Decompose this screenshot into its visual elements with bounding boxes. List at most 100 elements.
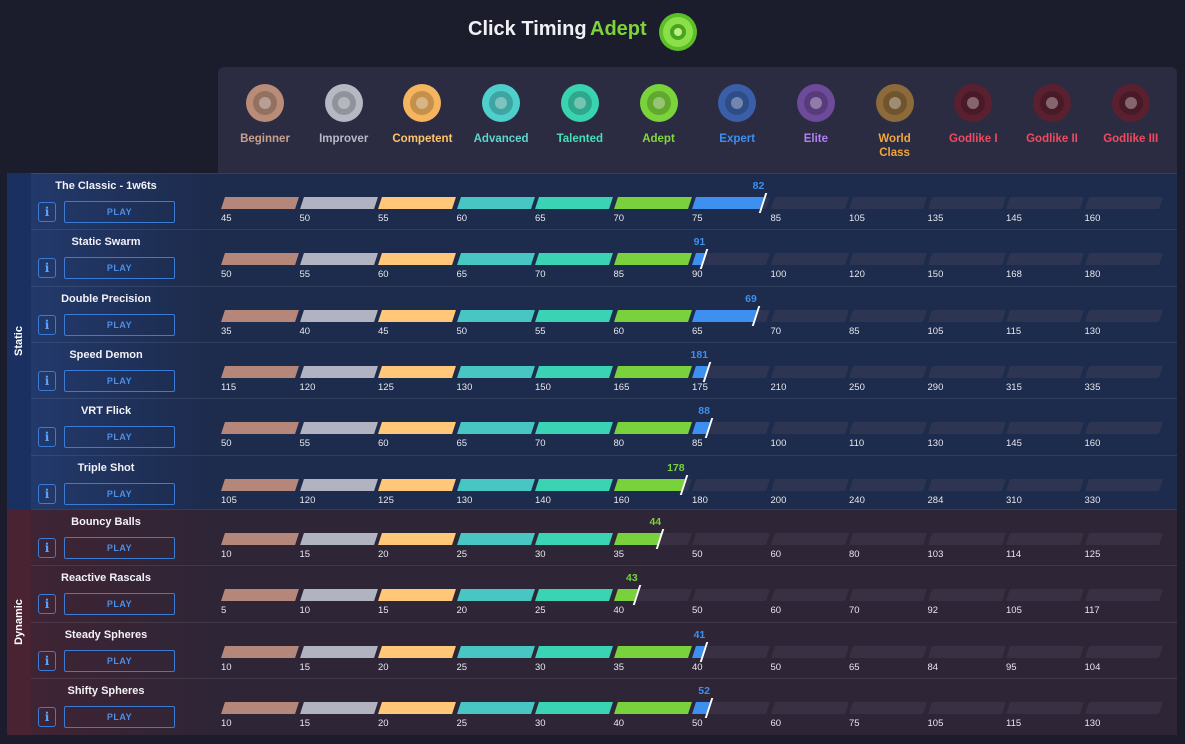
progress-track: 82 45 50 55 60 65 70 75 85 105 135 145 160 [221,180,1163,224]
threshold-label: 55 [299,269,311,281]
info-icon[interactable]: i [38,706,56,727]
progress-fill [613,533,662,545]
progress-fill [535,589,613,602]
progress-fill [299,478,378,491]
track-segment [927,645,1006,658]
threshold-label: 130 [456,381,473,393]
play-button[interactable]: PLAY [64,705,175,728]
info-icon[interactable]: i [38,258,56,279]
progress-track: 181 115 120 125 130 150 165 175 210 250 290 315 335 [221,349,1163,393]
track-segment [1084,645,1163,658]
info-icon[interactable]: i [38,202,56,222]
scenario-row: Steady Spheres i PLAY 41 10 15 20 25 30 35 40 50 65 8… [31,621,1177,678]
threshold-label: 40 [692,661,703,673]
progress-fill [299,701,378,714]
track-segment [849,701,927,714]
threshold-label: 25 [456,661,468,673]
progress-fill [378,197,456,209]
score-value: 178 [667,461,685,474]
scenario-row: Speed Demon i PLAY 181 115 120 125 130 150 165 175… [31,341,1177,398]
score-value: 41 [693,628,706,641]
adept-gem-icon [639,84,678,122]
info-icon[interactable]: i [38,650,56,671]
threshold-label: 70 [613,213,625,224]
track-segment [1084,589,1163,602]
threshold-label: 168 [1006,269,1022,281]
play-button[interactable]: PLAY [64,593,175,616]
track-segment [1006,309,1084,322]
track-segment [849,645,927,658]
progress-track: 44 10 15 20 25 30 35 50 60 80 103 114 125 [221,516,1163,560]
scenario-name: Triple Shot [77,461,135,474]
play-button[interactable]: PLAY [64,649,175,672]
rank-label: Competent [392,133,453,145]
rank-label: Expert [719,133,756,145]
scenario-row: Bouncy Balls i PLAY 44 10 15 20 25 30 35 50 60 80 103… [31,509,1177,565]
info-icon[interactable]: i [38,427,56,448]
threshold-label: 50 [692,605,703,617]
threshold-label: 105 [849,213,865,224]
play-button[interactable]: PLAY [64,201,175,223]
threshold-label: 15 [299,549,311,560]
info-icon[interactable]: i [38,314,56,335]
track-segment [927,701,1006,714]
threshold-label: 25 [456,549,468,560]
scenario-name: Shifty Spheres [67,684,145,697]
track-segment [927,478,1006,491]
score-value: 181 [690,348,709,361]
threshold-label: 70 [770,325,782,337]
info-icon[interactable]: i [38,538,56,558]
threshold-label: 103 [927,549,944,560]
progress-fill [299,365,378,378]
progress-fill [456,533,535,545]
play-button[interactable]: PLAY [64,482,175,505]
score-value: 52 [698,684,710,697]
threshold-label: 75 [849,717,860,729]
threshold-label: 20 [456,605,468,617]
play-button[interactable]: PLAY [64,426,175,449]
progress-fill [613,478,685,491]
track-segment [849,253,927,266]
rank-column: Adept [618,67,696,175]
progress-fill [613,701,692,714]
threshold-label: 85 [613,269,625,281]
info-icon[interactable]: i [38,483,56,504]
threshold-label: 50 [692,549,703,560]
rank-label: Improver [319,133,369,145]
track-segment [1084,253,1163,266]
track-segment [770,365,849,378]
play-button[interactable]: PLAY [64,257,175,280]
threshold-label: 55 [535,325,546,337]
progress-fill [378,533,456,545]
progress-fill [535,253,613,266]
progress-fill [456,589,535,602]
godlike-1-gem-icon [954,84,993,122]
info-icon[interactable]: i [38,370,56,391]
play-button[interactable]: PLAY [64,537,175,559]
threshold-label: 145 [1006,213,1022,224]
progress-fill [456,645,535,658]
play-button[interactable]: PLAY [64,369,175,392]
talented-gem-icon [560,84,599,122]
scenario-name: Double Precision [61,292,151,305]
threshold-label: 60 [378,438,389,450]
progress-fill [613,422,692,435]
threshold-label: 105 [927,717,944,729]
score-value: 82 [752,180,765,192]
progress-fill [378,645,456,658]
progress-fill [535,197,613,209]
threshold-label: 180 [1084,269,1101,281]
threshold-label: 175 [692,381,708,393]
threshold-label: 160 [613,494,630,506]
track-segment [927,422,1006,435]
threshold-label: 85 [849,325,860,337]
track-segment [849,589,927,602]
play-button[interactable]: PLAY [64,313,175,336]
threshold-label: 50 [221,438,232,450]
info-icon[interactable]: i [38,594,56,615]
expert-gem-icon [718,84,757,122]
threshold-label: 180 [692,494,708,506]
threshold-label: 20 [378,549,389,560]
track-segment [849,478,927,491]
progress-fill [456,422,535,435]
